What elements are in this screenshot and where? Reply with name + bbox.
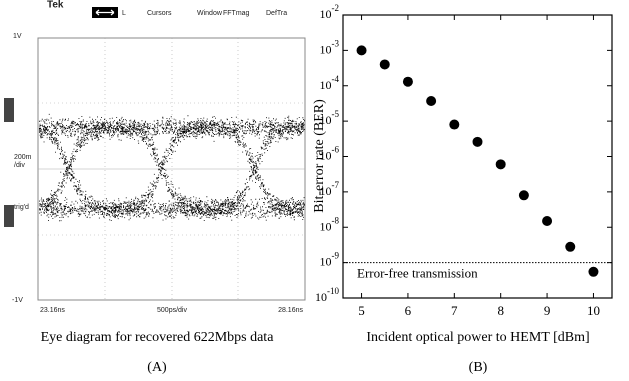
y-tick-label: 10-3 (320, 38, 340, 56)
scope-menu: Window (197, 10, 223, 17)
y-tick-label: 10-2 (320, 3, 340, 21)
caption: Eye diagram for recovered 622Mbps data (41, 330, 275, 345)
x-tick-label: 5 (358, 303, 365, 318)
scope-marker (4, 205, 14, 227)
x-tick-label: 10 (587, 303, 600, 318)
data-point (403, 77, 413, 87)
scope-time: 500ps/div (157, 307, 187, 314)
panel-label: (B) (469, 360, 488, 375)
scope-menu: DefTra (266, 10, 287, 17)
x-tick-label: 6 (405, 303, 412, 318)
scope-time: 23.16ns (40, 307, 65, 314)
annotation: Error-free transmission (357, 266, 478, 281)
x-tick-label: 8 (497, 303, 504, 318)
y-tick-label: 10-4 (320, 74, 340, 92)
data-point (426, 96, 436, 106)
scope-time: 28.16ns (278, 307, 303, 314)
data-point (519, 190, 529, 200)
y-tick-label: 10-9 (320, 251, 340, 269)
scope-level: -1V (12, 297, 23, 304)
data-point (449, 120, 459, 130)
panel-label: (A) (147, 360, 167, 375)
scope-brand: Tek (47, 0, 64, 11)
data-point (357, 45, 367, 55)
x-tick-label: 7 (451, 303, 458, 318)
figure: Tek L Cursors Window FFTmag DefTra 1V 20… (0, 0, 629, 381)
data-point (473, 137, 483, 147)
plot-frame (343, 15, 612, 298)
data-point (496, 159, 506, 169)
scope-marker (4, 98, 14, 122)
x-tick-label: 9 (544, 303, 551, 318)
data-point (565, 242, 575, 252)
scope-menu: FFTmag (223, 10, 250, 17)
scope-menu: L (122, 10, 126, 17)
scope-scale: /div (14, 162, 25, 169)
scope-menu: Cursors (147, 10, 172, 17)
scope-scale: 200m (14, 154, 32, 161)
y-tick-label: 10-8 (320, 215, 340, 233)
y-tick-label: 10-10 (315, 286, 339, 304)
data-point (542, 216, 552, 226)
data-point (380, 59, 390, 69)
scope-trigger: trig'd (14, 204, 29, 211)
scope-level: 1V (13, 33, 22, 40)
data-point (588, 267, 598, 277)
x-axis-label: Incident optical power to HEMT [dBm] (366, 330, 589, 345)
